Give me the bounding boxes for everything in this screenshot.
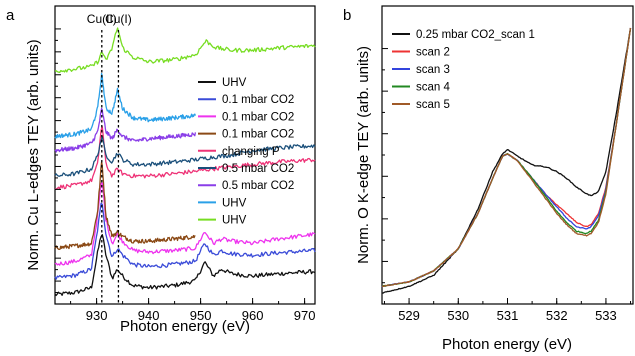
x-tick-label: 950 <box>190 308 212 323</box>
legend-label: scan 4 <box>416 82 450 94</box>
y-axis-label-a: Norm. Cu L-edges TEY (arb. units) <box>25 39 42 270</box>
annotations-a: Cu(II)Cu(I) <box>87 12 132 26</box>
x-tick-label: 533 <box>595 308 617 323</box>
x-tick-label: 960 <box>242 308 264 323</box>
x-ticks-b: 529 530 531 532 533 <box>383 298 632 323</box>
legend-a: UHV 0.1 mbar CO2 0.1 mbar CO2 0.1 mbar CO2 c… <box>198 77 294 227</box>
legend-label: scan 3 <box>416 64 450 76</box>
x-tick-label: 970 <box>294 308 316 323</box>
legend-label: 0.25 mbar CO2_scan 1 <box>416 29 535 41</box>
x-tick-label: 930 <box>86 308 108 323</box>
legend-label: 0.1 mbar CO2 <box>222 129 294 141</box>
legend-label: 0.1 mbar CO2 <box>222 94 294 106</box>
series-line-5 <box>382 27 632 287</box>
peak-annotation: Cu(II) <box>87 12 117 26</box>
legend-label: UHV <box>222 77 247 89</box>
panel-label-b: b <box>343 7 351 24</box>
series-line-2 <box>54 202 316 280</box>
panel-b: b 529 530 531 532 533 0.25 mbar CO2_scan 1 sc… <box>343 5 634 353</box>
legend-label: scan 5 <box>416 99 450 111</box>
panel-label-a: a <box>6 7 15 24</box>
series-line-9 <box>54 27 316 74</box>
x-axis-label-a: Photon energy (eV) <box>120 318 250 335</box>
series-line-6 <box>54 135 316 177</box>
x-ticks-a: 930 940 950 960 970 <box>70 298 316 323</box>
legend-label: 0.5 mbar CO2 <box>222 180 294 192</box>
legend-label: changing P <box>222 146 280 158</box>
traces-a <box>54 27 316 297</box>
markers-a <box>101 30 120 304</box>
y-ticks-b <box>382 48 388 284</box>
x-tick-label: 529 <box>398 308 420 323</box>
x-tick-label: 940 <box>138 308 160 323</box>
legend-b: 0.25 mbar CO2_scan 1 scan 2 scan 3 scan 4 sc… <box>392 29 535 111</box>
series-line-7 <box>54 107 197 153</box>
peak-annotation: Cu(I) <box>105 12 132 26</box>
series-line-5 <box>54 126 316 190</box>
legend-label: UHV <box>222 197 247 209</box>
x-tick-label: 531 <box>497 308 519 323</box>
y-ticks-a <box>55 28 61 294</box>
series-line-8 <box>54 72 197 139</box>
legend-label: UHV <box>222 215 247 227</box>
y-axis-label-b: Norm. O K-edge TEY (arb. units) <box>355 46 372 264</box>
x-tick-label: 532 <box>546 308 568 323</box>
series-line-4 <box>54 161 196 251</box>
legend-label: 0.5 mbar CO2 <box>222 163 294 175</box>
x-tick-label: 530 <box>447 308 469 323</box>
series-line-1 <box>381 27 632 294</box>
traces-b <box>381 27 632 294</box>
x-axis-label-b: Photon energy (eV) <box>442 336 572 353</box>
panel-a: a Cu(II)Cu(I) 930 940 950 960 970 UHV 0.1 mba… <box>6 5 316 335</box>
legend-label: scan 2 <box>416 47 450 59</box>
series-line-1 <box>54 234 316 297</box>
legend-label: 0.1 mbar CO2 <box>222 111 294 123</box>
